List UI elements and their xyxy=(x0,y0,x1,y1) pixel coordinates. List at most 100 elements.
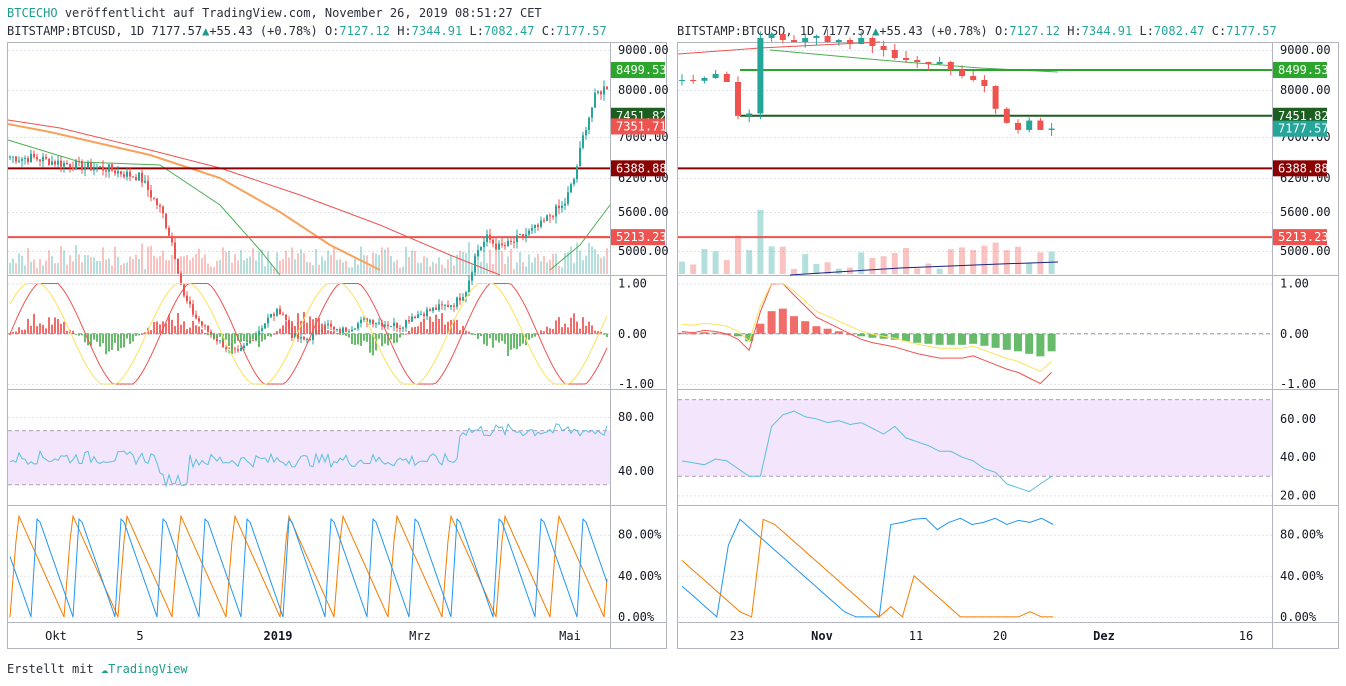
volume-bar xyxy=(357,264,359,274)
oscillator-bar xyxy=(597,331,599,334)
volume-bar xyxy=(36,268,38,274)
oscillator-bar xyxy=(594,330,596,334)
oscillator-bar xyxy=(378,333,380,339)
volume-bar xyxy=(510,248,512,274)
oscillator-bar xyxy=(192,320,194,334)
oscillator-bar xyxy=(591,325,593,334)
volume-bar xyxy=(249,256,251,274)
candle-body xyxy=(1048,128,1055,130)
oscillator-bar xyxy=(411,327,413,334)
oscillator-bar xyxy=(558,317,560,334)
volume-bar xyxy=(757,209,764,274)
candle-body xyxy=(779,34,786,40)
oscillator-bar xyxy=(345,333,347,336)
candle-body xyxy=(420,313,422,315)
volume-bar xyxy=(123,263,125,274)
oscillator-bar xyxy=(240,333,242,342)
volume-bar xyxy=(213,267,215,274)
candle-body xyxy=(12,156,14,158)
oscillator-bar xyxy=(330,330,332,334)
candle-body xyxy=(444,304,446,306)
oscillator-bar xyxy=(120,333,122,348)
candle-body xyxy=(129,171,131,177)
volume-bar xyxy=(558,266,560,274)
candle-body xyxy=(192,304,194,315)
ma-mid-line xyxy=(7,123,381,271)
oscillator-bar xyxy=(700,332,709,334)
volume-bar xyxy=(306,262,308,274)
volume-bar xyxy=(153,255,155,274)
oscillator-bar xyxy=(108,333,110,352)
oscillator-bar xyxy=(177,313,179,334)
candle-body xyxy=(492,239,494,244)
volume-bar xyxy=(402,266,404,274)
oscillator-bar xyxy=(342,333,344,335)
oscillator-bar xyxy=(420,321,422,334)
volume-bar xyxy=(679,261,685,274)
oscillator-bar xyxy=(576,321,578,334)
oscillator-bar xyxy=(291,321,293,334)
oscillator-bar xyxy=(294,325,296,334)
candle-body xyxy=(381,322,383,327)
volume-bar xyxy=(970,250,977,274)
oscillator-bar xyxy=(228,333,230,346)
oscillator-bar xyxy=(15,331,17,334)
oscillator-signal-line-right xyxy=(681,282,1052,385)
volume-bar xyxy=(63,250,65,274)
oscillator-bar xyxy=(561,327,563,334)
volume-bar xyxy=(432,261,434,274)
oscillator-bar xyxy=(57,319,59,334)
candle-body xyxy=(39,159,41,162)
oscillator-axis-tick: 1.00 xyxy=(1280,277,1309,291)
price-axis-tick: 9000.00 xyxy=(618,43,669,57)
stoch-k-line-right xyxy=(681,517,1054,618)
candle-body xyxy=(435,307,437,311)
oscillator-bar xyxy=(309,316,311,334)
candle-body xyxy=(360,319,362,324)
oscillator-bar xyxy=(426,329,428,334)
candle-body xyxy=(384,324,386,327)
volume-bar xyxy=(87,255,89,274)
oscillator-bar xyxy=(27,318,29,334)
volume-bar xyxy=(108,258,110,274)
candle-body xyxy=(480,247,482,251)
volume-bar xyxy=(504,264,506,274)
volume-bar xyxy=(351,267,353,274)
volume-bar xyxy=(381,247,383,274)
price-axis-tick: 5600.00 xyxy=(1280,205,1331,219)
candle-body xyxy=(114,170,116,174)
tradingview-brand[interactable]: TradingView xyxy=(108,662,188,676)
oscillator-bar xyxy=(546,326,548,334)
volume-bar xyxy=(261,249,263,274)
oscillator-bar xyxy=(585,325,587,334)
oscillator-bar xyxy=(168,314,170,334)
oscillator-bar xyxy=(135,333,137,336)
candle-body xyxy=(534,224,536,228)
publisher-name[interactable]: BTCECHO xyxy=(7,6,58,20)
volume-bar xyxy=(540,261,542,274)
volume-bar xyxy=(207,263,209,274)
candle-body xyxy=(847,40,853,44)
candle-body xyxy=(345,327,347,332)
volume-bar xyxy=(165,260,167,274)
oscillator-panels xyxy=(9,282,1056,385)
candle-body xyxy=(489,234,491,240)
candle-body xyxy=(270,313,272,318)
candle-body xyxy=(276,308,278,316)
volume-bar xyxy=(465,252,467,274)
candle-body xyxy=(27,158,29,163)
oscillator-bar xyxy=(1047,333,1056,352)
oscillator-bar xyxy=(318,318,320,334)
oscillator-bar xyxy=(102,333,104,344)
oscillator-bar xyxy=(207,333,209,335)
oscillator-bar xyxy=(366,333,368,342)
oscillator-bar xyxy=(408,330,410,334)
volume-bar xyxy=(366,255,368,274)
candle-body xyxy=(258,330,260,335)
candle-body xyxy=(30,153,32,163)
rsi-axis-tick: 60.00 xyxy=(1280,412,1316,426)
close-value: 7177.57 xyxy=(1226,24,1277,38)
volume-bar xyxy=(858,252,865,274)
candle-body xyxy=(162,206,164,214)
